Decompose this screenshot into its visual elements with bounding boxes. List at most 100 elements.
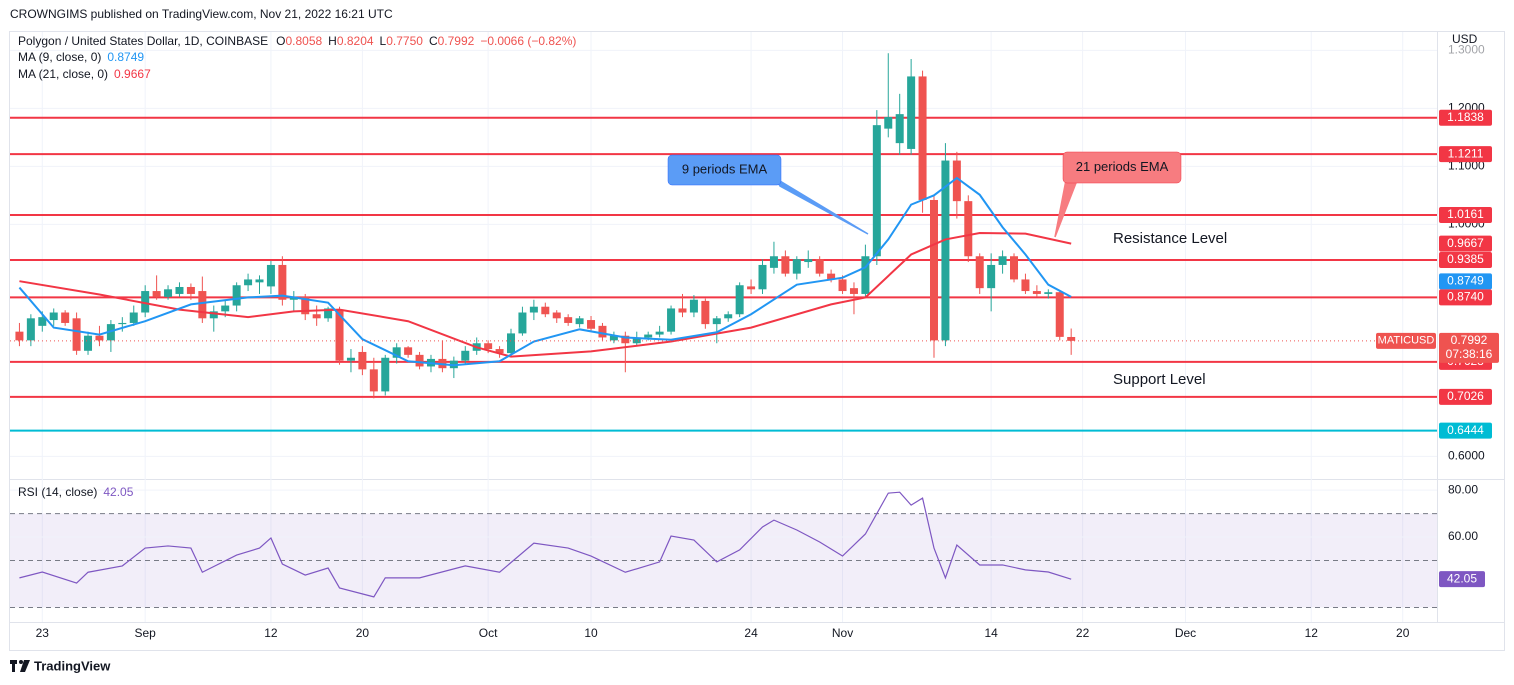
price-badge-label: 0.6444 [1447, 423, 1484, 437]
x-tick-label: 23 [36, 626, 50, 640]
candle-body [975, 256, 984, 289]
candle-body [724, 314, 733, 319]
candle-body [312, 314, 321, 319]
price-badge [1439, 235, 1492, 252]
price-badge [1439, 252, 1492, 269]
price-badge [1439, 146, 1492, 163]
candle-body [735, 285, 744, 315]
candle-body [1010, 256, 1019, 280]
price-badge-label: 1.1838 [1447, 110, 1484, 124]
candle-body [644, 334, 653, 338]
candle-body [689, 299, 698, 313]
legend-ma: MA (9, close, 0) 0.8749 [18, 50, 144, 64]
current-price-label: 0.7992 [1451, 333, 1488, 347]
candle-body [1067, 336, 1076, 341]
legend-main: Polygon / United States Dollar, 1D, COIN… [18, 34, 576, 48]
candle-body [186, 286, 195, 294]
price-badge [1439, 273, 1492, 290]
candle-body [872, 125, 881, 257]
candle-body [392, 347, 401, 358]
candle-body [701, 300, 710, 325]
y-tick-label: 0.6000 [1448, 449, 1485, 463]
price-badge [1439, 289, 1492, 306]
legend-item: RSI (14, close) [18, 485, 97, 499]
x-tick-label: 10 [584, 626, 598, 640]
current-price-badge [1439, 332, 1499, 363]
legend-item: Polygon / United States Dollar, 1D, COIN… [18, 34, 268, 48]
candle-body [781, 256, 790, 274]
candle-body [598, 325, 607, 338]
candle-body [324, 308, 333, 319]
candle-body [49, 312, 58, 321]
x-tick-label: Dec [1175, 626, 1196, 640]
x-tick-label: 12 [1305, 626, 1319, 640]
candle-body [118, 322, 127, 325]
candle-body [575, 318, 584, 325]
candle-body [518, 312, 527, 334]
candle-body [26, 318, 35, 341]
candle-body [621, 335, 630, 344]
indicator-line [18, 176, 1072, 367]
candle-body [815, 259, 824, 274]
legend-item: L [380, 34, 387, 48]
candle-body [609, 335, 618, 341]
legend-ma: MA (21, close, 0) 0.9667 [18, 67, 151, 81]
candle-body [998, 256, 1007, 265]
x-tick-label: Nov [832, 626, 853, 640]
candle-body [529, 306, 538, 313]
candle-body [987, 264, 996, 289]
candle-body [495, 349, 504, 354]
x-tick-label: 14 [984, 626, 998, 640]
candle-body [769, 256, 778, 268]
price-badge-label: 1.1211 [1448, 146, 1484, 160]
price-badge-label: 1.0161 [1447, 207, 1484, 221]
candle-body [72, 318, 81, 351]
legend-item: 0.8058 [285, 34, 322, 48]
candle-body [758, 264, 767, 290]
candle-body [301, 296, 310, 315]
candle-body [918, 76, 927, 200]
candle-body [564, 317, 573, 323]
candle-body [747, 286, 756, 290]
candle-body [84, 335, 93, 351]
x-tick-label: Sep [135, 626, 157, 640]
legend-item: C [429, 34, 438, 48]
legend-item: 0.7750 [386, 34, 423, 48]
x-tick-label: 20 [356, 626, 370, 640]
ticker-badge [1376, 332, 1436, 349]
candle-body [849, 288, 858, 294]
candle-body [141, 291, 150, 313]
logo-part [19, 660, 23, 664]
candle-body [221, 305, 230, 312]
price-badge [1439, 388, 1492, 405]
callout-text: 9 periods EMA [682, 161, 768, 176]
candle-body [1044, 292, 1053, 294]
legend-item: H [328, 34, 337, 48]
candle-body [266, 264, 275, 287]
annotation-text: Support Level [1113, 371, 1206, 388]
candle-body [827, 273, 836, 280]
candle-body [244, 279, 253, 286]
legend-item: −0.0066 (−0.82%) [480, 34, 576, 48]
candle-body [941, 160, 950, 341]
candle-body [792, 259, 801, 274]
candle-body [861, 256, 870, 294]
price-badge-label: 0.9385 [1447, 252, 1484, 266]
rsi-tick-label: 60.00 [1448, 529, 1478, 543]
x-tick-label: 20 [1396, 626, 1410, 640]
countdown-label: 07:38:16 [1446, 347, 1493, 361]
candle-body [632, 337, 641, 344]
candle-body [152, 291, 161, 297]
publish-header: CROWNGIMS published on TradingView.com, … [10, 7, 393, 21]
rsi-badge-label: 42.05 [1447, 571, 1477, 585]
candle-body [667, 308, 676, 332]
candle-body [655, 331, 664, 335]
legend-item: MA (21, close, 0) [18, 67, 108, 81]
candle-body [369, 369, 378, 392]
frame [9, 31, 1505, 651]
callout-text: 21 periods EMA [1076, 159, 1169, 174]
candle-body [95, 335, 104, 341]
candle-body [198, 291, 207, 319]
candle-body [404, 347, 413, 355]
